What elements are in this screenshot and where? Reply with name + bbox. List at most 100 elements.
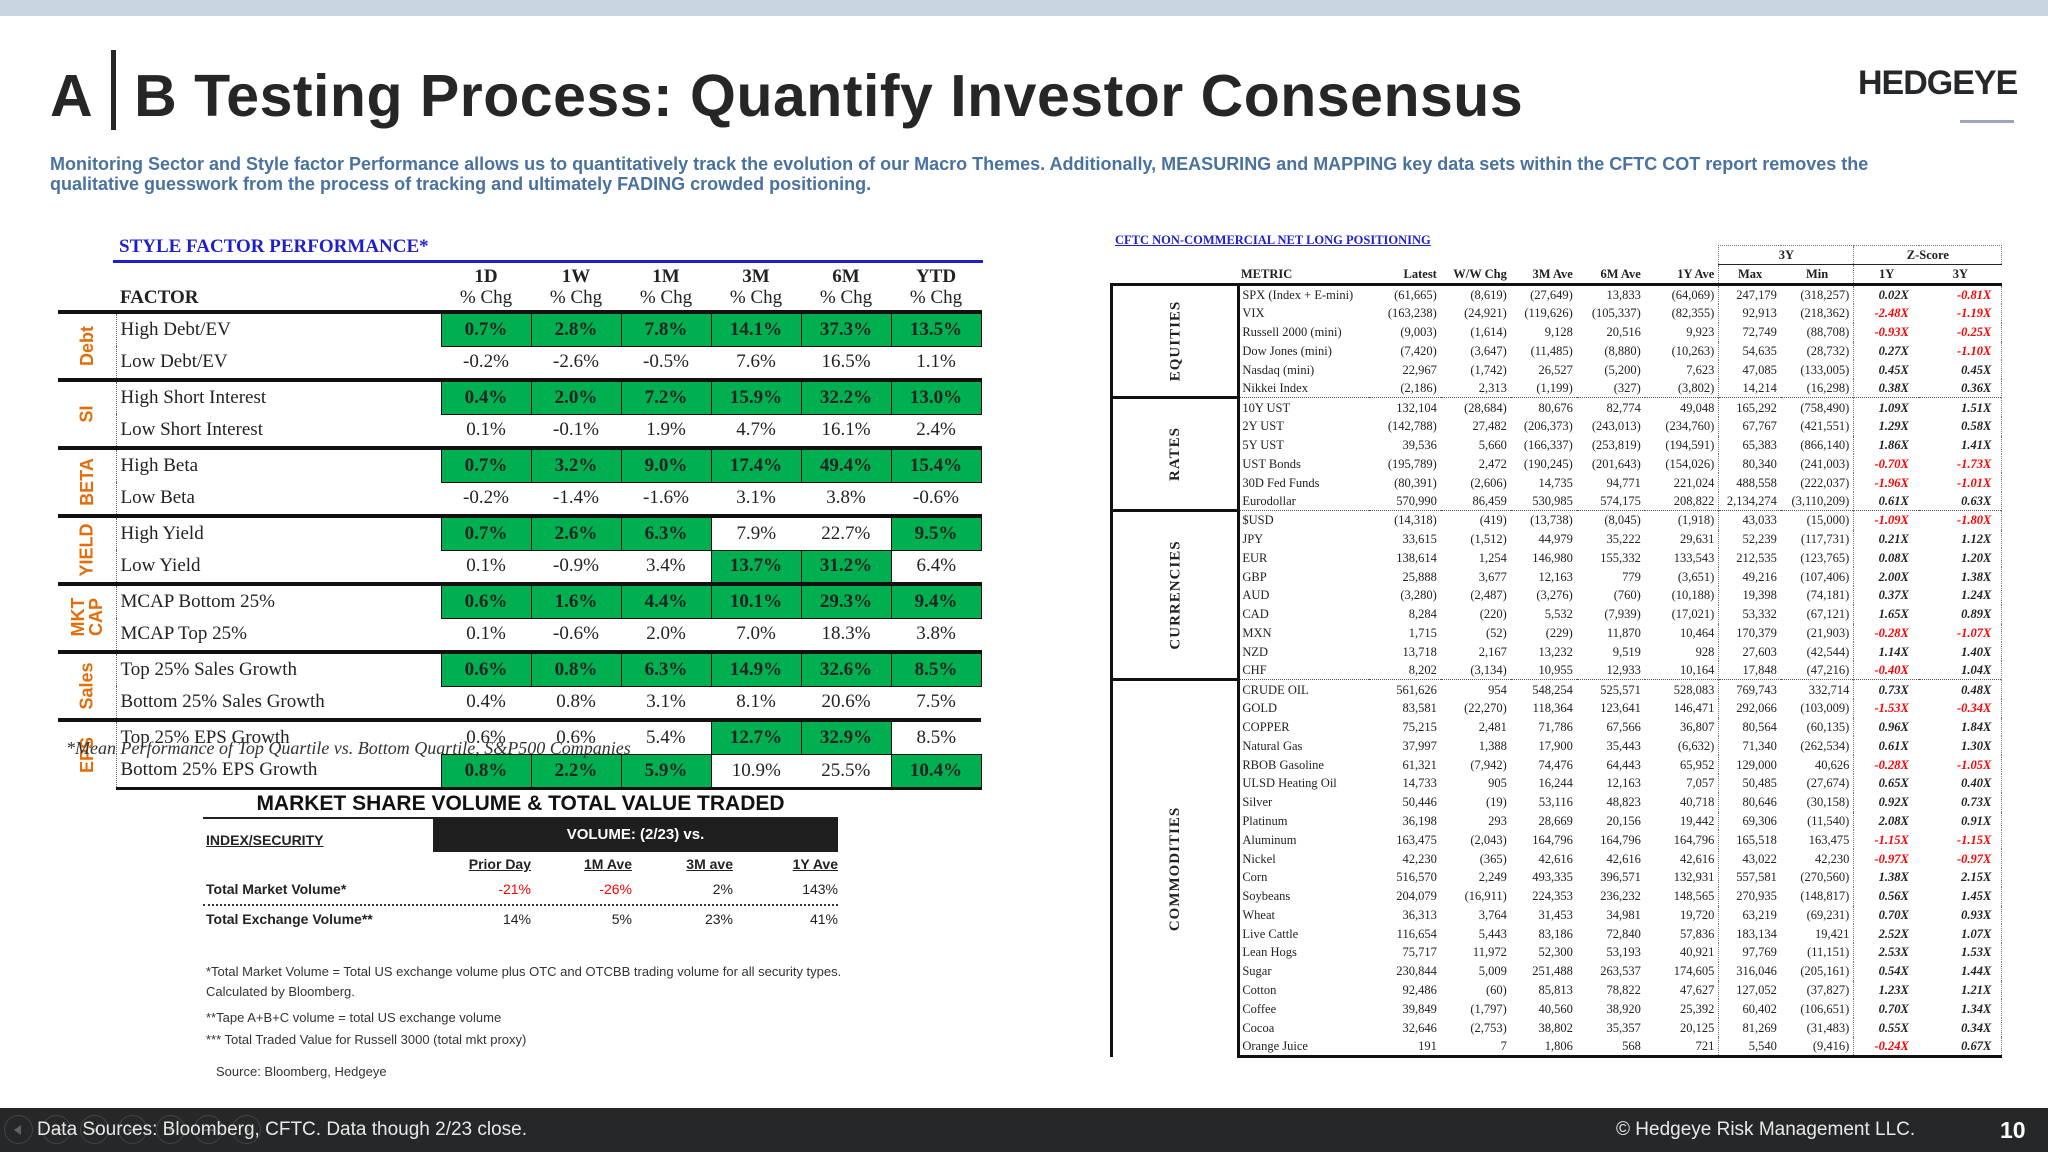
period-label: 1W xyxy=(561,266,591,287)
presentation-controls xyxy=(4,1115,270,1144)
positioning-value: (195,789) xyxy=(1387,456,1437,471)
metric-name: Dow Jones (mini) xyxy=(1242,343,1332,358)
positioning-value: 568 xyxy=(1576,1037,1645,1059)
factor-value: -0.6% xyxy=(913,487,959,509)
positioning-value: (220) xyxy=(1479,607,1507,622)
zscore-value: 0.54X xyxy=(1853,961,1919,981)
positioning-row: GOLD 83,581 (22,270) 118,364 123,641 146,471 2… xyxy=(1112,698,2003,718)
positioning-value: 132,104 xyxy=(1368,397,1441,417)
pen-icon[interactable] xyxy=(42,1115,71,1144)
factor-value: 7.2% xyxy=(620,378,712,415)
group-label: Debt xyxy=(58,310,116,380)
positioning-row: ULSD Heating Oil 14,733 905 16,244 12,163 7,0… xyxy=(1112,773,2003,793)
group-label: BETA xyxy=(58,446,116,516)
positioning-value: 35,222 xyxy=(1606,531,1641,546)
positioning-value: 20,125 xyxy=(1679,1020,1715,1035)
factor-name: Low Yield xyxy=(115,550,441,584)
positioning-value: 164,796 xyxy=(1532,832,1573,847)
zscore-value: -0.70X xyxy=(1853,454,1919,474)
zscore-value: 1.38X xyxy=(1853,867,1919,887)
zscore-value: 0.70X xyxy=(1853,905,1919,925)
zscore-value: 0.02X xyxy=(1853,284,1919,304)
positioning-value: 19,442 xyxy=(1679,813,1715,828)
metric-name: VIX xyxy=(1242,306,1265,321)
positioning-value: (421,551) xyxy=(1800,419,1850,434)
pointer-icon[interactable] xyxy=(80,1115,109,1144)
positioning-value: 221,024 xyxy=(1673,475,1715,490)
style-factor-title: STYLE FACTOR PERFORMANCE* xyxy=(119,236,429,257)
factor-value: 3.2% xyxy=(530,446,622,483)
slides-icon[interactable] xyxy=(118,1115,147,1144)
positioning-value: 63,219 xyxy=(1718,905,1781,925)
positioning-value: 52,239 xyxy=(1718,529,1781,549)
positioning-value: (37,827) xyxy=(1806,983,1850,998)
positioning-value: 53,193 xyxy=(1606,945,1641,960)
zscore-value: -1.09X xyxy=(1853,510,1919,530)
factor-value: 14.1% xyxy=(710,310,802,347)
positioning-value: 25,888 xyxy=(1402,569,1437,584)
positioning-value: 19,398 xyxy=(1718,585,1781,605)
zoom-icon[interactable] xyxy=(156,1115,185,1144)
positioning-row: Corn 516,570 2,249 493,335 396,571 132,931 557… xyxy=(1112,867,2003,887)
positioning-value: 47,085 xyxy=(1718,360,1781,380)
factor-value: 7.0% xyxy=(736,623,776,645)
section-label-text: EQUITIES xyxy=(1167,300,1184,382)
positioning-value: (60,135) xyxy=(1806,719,1850,734)
positioning-value: 148,565 xyxy=(1673,889,1715,904)
subtitles-icon[interactable] xyxy=(194,1115,223,1144)
positioning-value: 493,335 xyxy=(1532,870,1573,885)
positioning-value: 50,446 xyxy=(1402,795,1437,810)
title-divider xyxy=(111,50,117,130)
positioning-value: 26,527 xyxy=(1538,362,1573,377)
cftc-title[interactable]: CFTC NON-COMMERCIAL NET LONG POSITIONING xyxy=(1115,233,1431,247)
positioning-value: 2,249 xyxy=(1478,870,1507,885)
zscore-value: 0.91X xyxy=(1918,811,2003,831)
previous-icon[interactable] xyxy=(4,1115,33,1144)
positioning-value: 212,535 xyxy=(1718,548,1781,568)
positioning-value: 163,475 xyxy=(1396,832,1437,847)
zscore-value: 1.38X xyxy=(1918,567,2003,586)
positioning-value: (27,649) xyxy=(1530,288,1573,302)
column-header: 1W% Chg xyxy=(531,264,621,312)
metric-name: EUR xyxy=(1242,550,1268,565)
volume-row: Total Market Volume* -21% -26% 2% 143% xyxy=(206,877,838,903)
more-icon[interactable] xyxy=(232,1115,261,1144)
positioning-value: (218,362) xyxy=(1800,306,1850,321)
positioning-row: Cocoa 32,646 (2,753) 38,802 35,357 20,125 81,2… xyxy=(1112,1018,2003,1038)
zscore-value: 0.27X xyxy=(1853,341,1919,361)
positioning-value: (14,318) xyxy=(1368,510,1441,530)
factor-value: 12.7% xyxy=(710,718,802,755)
metric-name: CRUDE OIL xyxy=(1238,679,1369,699)
positioning-row: UST Bonds (195,789) 2,472 (190,245) (201,643… xyxy=(1112,454,2003,474)
positioning-value: 16,244 xyxy=(1538,776,1573,791)
factor-value: 13.5% xyxy=(890,310,982,347)
zscore-value: 0.45X xyxy=(1853,360,1919,380)
positioning-value: (262,534) xyxy=(1800,738,1850,753)
zscore-value: 1.14X xyxy=(1853,642,1919,662)
positioning-value: 54,635 xyxy=(1718,341,1781,361)
zscore-value: 1.07X xyxy=(1918,924,2003,944)
metric-name: 5Y UST xyxy=(1242,437,1284,452)
zscore-value: 1.65X xyxy=(1853,604,1919,624)
metric-name: Nickel xyxy=(1242,851,1276,866)
positioning-value: 561,626 xyxy=(1368,679,1441,699)
positioning-row: Dow Jones (mini) (7,420) (3,647) (11,485) (8… xyxy=(1112,341,2003,361)
positioning-value: 47,627 xyxy=(1679,983,1715,998)
factor-value: 0.1% xyxy=(466,419,506,441)
zscore-value: 0.55X xyxy=(1853,1018,1919,1038)
positioning-value: (253,819) xyxy=(1591,437,1641,452)
positioning-value: (64,069) xyxy=(1671,288,1715,302)
factor-value: 13.7% xyxy=(710,549,802,585)
positioning-row: 30D Fed Funds (80,391) (2,606) 14,735 94,771… xyxy=(1112,473,2003,492)
index-security-header: INDEX/SECURITY xyxy=(206,832,324,848)
metric-name: Cotton xyxy=(1242,983,1277,998)
positioning-value: (3,651) xyxy=(1677,569,1715,584)
logo-underline xyxy=(1960,120,2014,123)
factor-value: 10.4% xyxy=(890,753,982,790)
positioning-value: 71,786 xyxy=(1538,719,1573,734)
positioning-value: 332,714 xyxy=(1780,679,1854,699)
zscore-value: 1.24X xyxy=(1918,585,2003,605)
zscore-value: -1.10X xyxy=(1918,341,2003,361)
metric-name: MXN xyxy=(1242,625,1272,640)
zscore-value: 0.73X xyxy=(1853,679,1919,699)
